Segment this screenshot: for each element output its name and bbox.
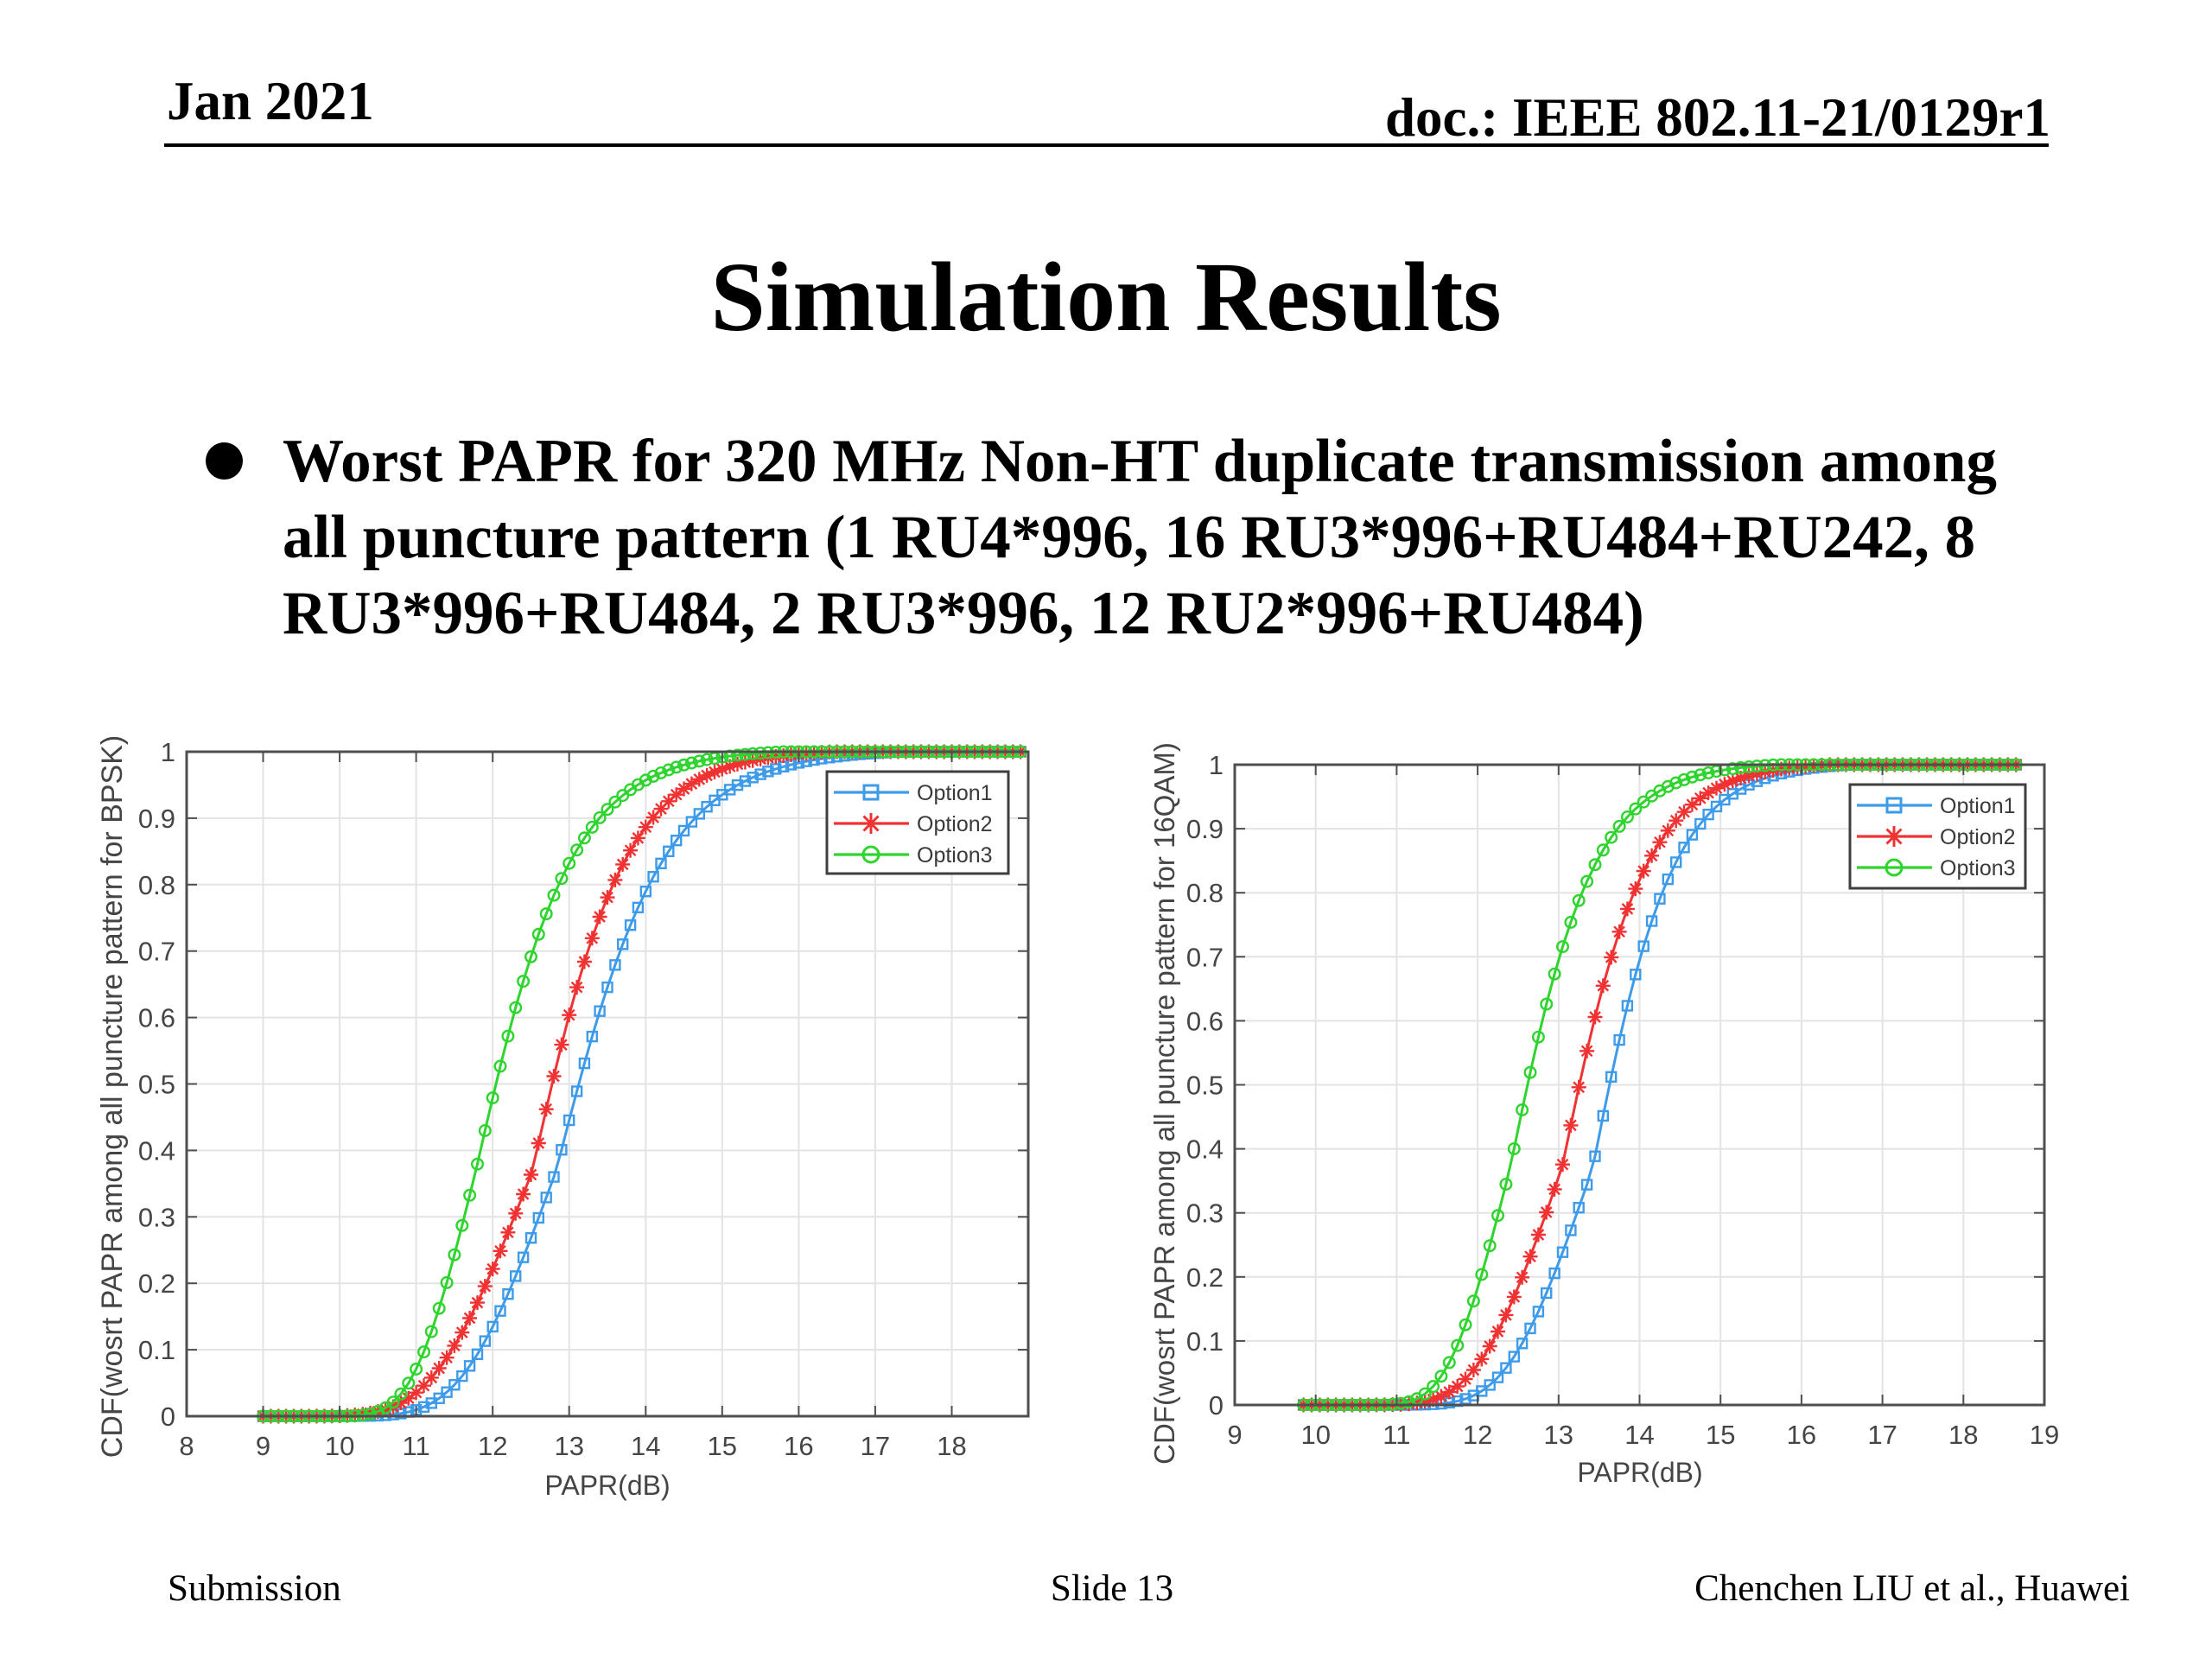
svg-text:0.4: 0.4 (1186, 1135, 1224, 1165)
svg-text:Option3: Option3 (1940, 856, 2016, 880)
svg-text:14: 14 (631, 1431, 660, 1461)
svg-text:16: 16 (784, 1431, 813, 1461)
svg-text:19: 19 (2030, 1420, 2059, 1450)
svg-text:8: 8 (179, 1431, 194, 1461)
svg-text:Option2: Option2 (917, 812, 993, 836)
svg-text:0.2: 0.2 (1186, 1262, 1224, 1293)
svg-text:PAPR(dB): PAPR(dB) (1577, 1457, 1702, 1488)
svg-text:13: 13 (554, 1431, 583, 1461)
svg-text:0.1: 0.1 (1186, 1326, 1224, 1357)
svg-text:12: 12 (478, 1431, 507, 1461)
svg-text:16: 16 (1787, 1420, 1816, 1450)
svg-text:18: 18 (937, 1431, 966, 1461)
svg-text:13: 13 (1544, 1420, 1573, 1450)
svg-text:11: 11 (1382, 1420, 1410, 1450)
svg-text:CDF(wosrt PAPR among all punct: CDF(wosrt PAPR among all puncture patter… (96, 735, 129, 1458)
svg-text:0.2: 0.2 (138, 1268, 175, 1299)
svg-text:Option1: Option1 (917, 781, 993, 805)
svg-text:0.8: 0.8 (138, 870, 175, 900)
svg-text:0.5: 0.5 (138, 1070, 175, 1100)
svg-text:0.6: 0.6 (138, 1003, 175, 1033)
svg-text:1: 1 (1209, 750, 1224, 780)
svg-text:17: 17 (861, 1431, 890, 1461)
svg-text:0.5: 0.5 (1186, 1071, 1224, 1101)
svg-text:11: 11 (403, 1431, 430, 1461)
svg-text:0.3: 0.3 (1186, 1198, 1224, 1229)
svg-text:0.6: 0.6 (1186, 1006, 1224, 1036)
svg-text:PAPR(dB): PAPR(dB) (544, 1470, 670, 1501)
svg-text:0.7: 0.7 (1186, 942, 1224, 972)
svg-text:12: 12 (1463, 1420, 1492, 1450)
svg-text:CDF(wosrt PAPR among all punct: CDF(wosrt PAPR among all puncture patter… (1148, 742, 1180, 1465)
svg-text:9: 9 (256, 1431, 270, 1461)
svg-text:0.9: 0.9 (138, 804, 175, 834)
svg-text:14: 14 (1624, 1420, 1654, 1450)
svg-text:1: 1 (161, 737, 175, 767)
svg-text:0: 0 (161, 1402, 175, 1432)
svg-text:Option2: Option2 (1940, 825, 2016, 849)
svg-text:18: 18 (1948, 1420, 1978, 1450)
svg-text:0.9: 0.9 (1186, 814, 1224, 844)
svg-text:0.3: 0.3 (138, 1202, 175, 1232)
svg-text:9: 9 (1227, 1420, 1242, 1450)
svg-text:0.1: 0.1 (138, 1335, 175, 1365)
svg-text:Option3: Option3 (917, 843, 993, 868)
svg-text:0.4: 0.4 (138, 1135, 175, 1166)
svg-text:0.7: 0.7 (138, 937, 175, 967)
svg-text:15: 15 (1706, 1420, 1735, 1450)
svg-text:10: 10 (1300, 1420, 1330, 1450)
svg-text:10: 10 (325, 1431, 354, 1461)
svg-text:0.8: 0.8 (1186, 878, 1224, 908)
svg-text:Option1: Option1 (1940, 794, 2016, 818)
svg-text:0: 0 (1209, 1390, 1224, 1421)
svg-text:17: 17 (1867, 1420, 1897, 1450)
svg-text:15: 15 (708, 1431, 737, 1461)
